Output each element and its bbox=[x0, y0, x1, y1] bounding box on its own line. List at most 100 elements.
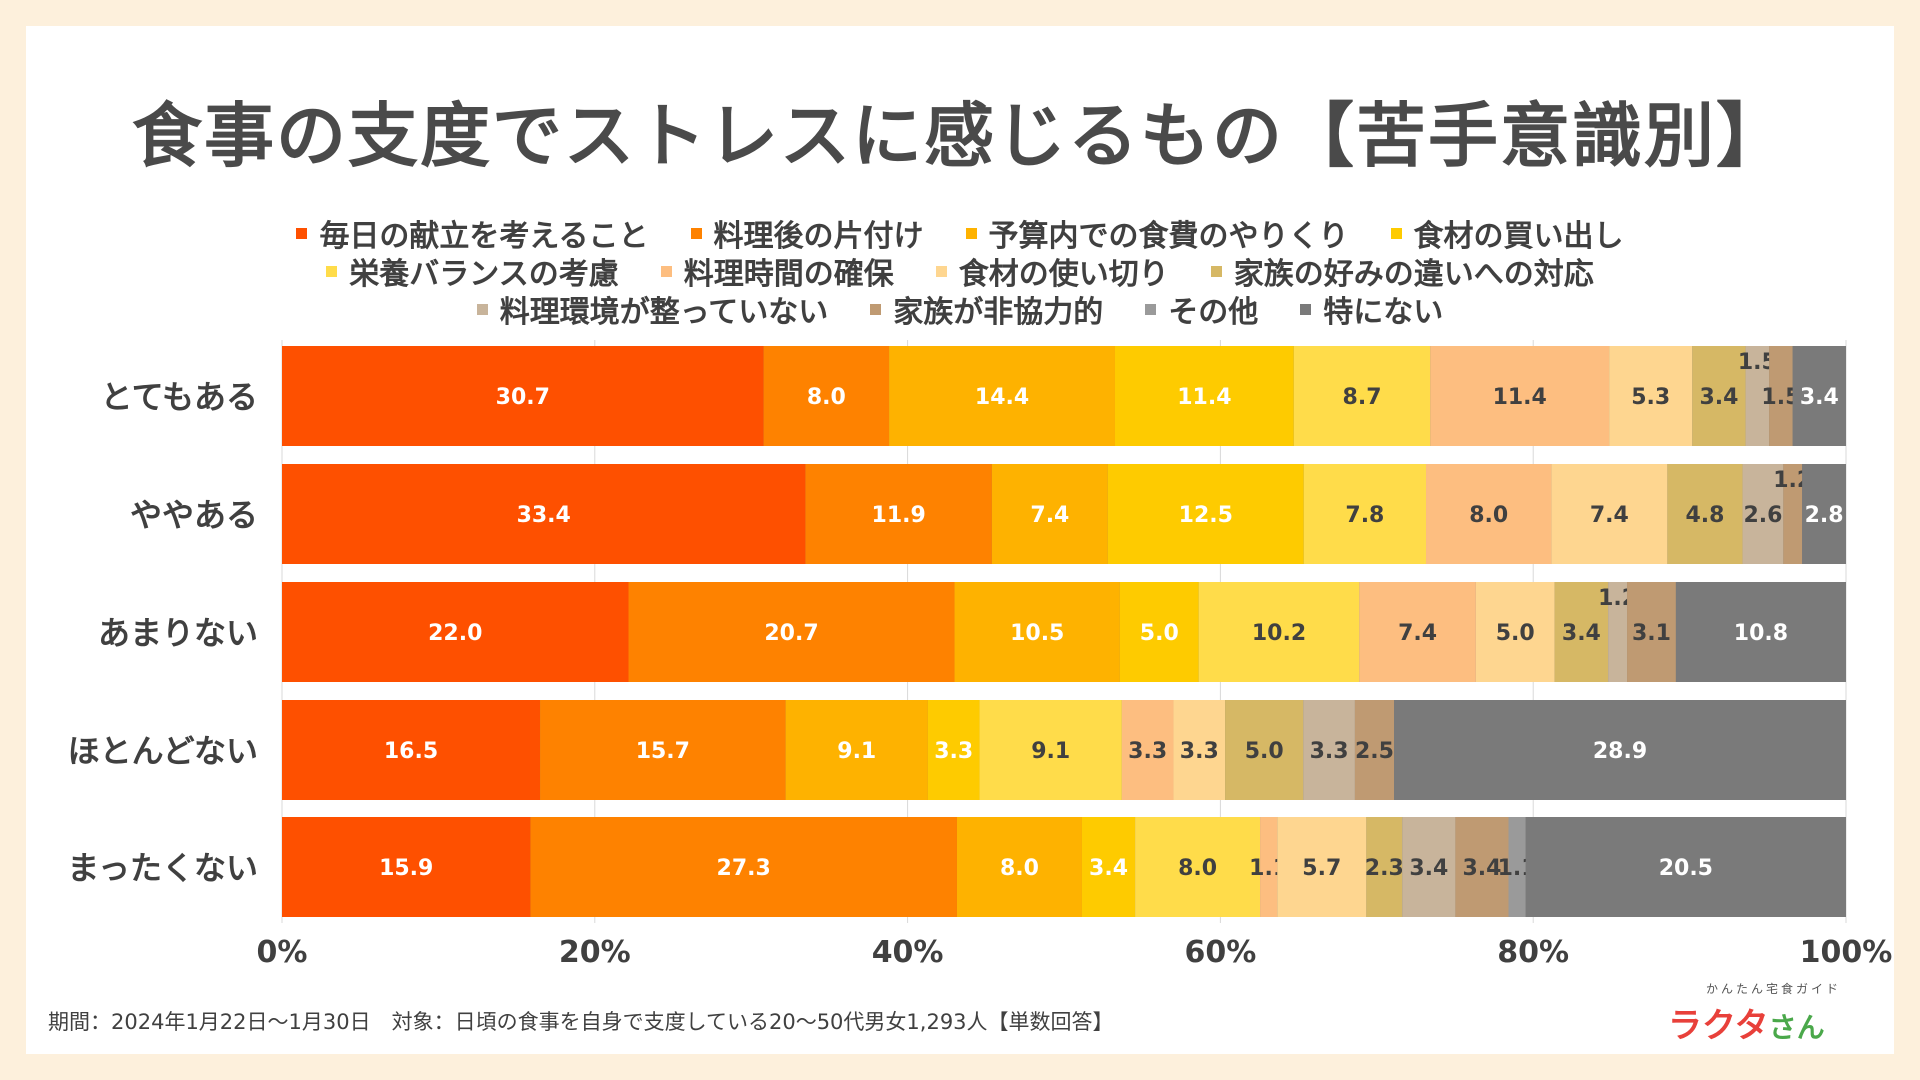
data-label: 8.0 bbox=[1469, 503, 1508, 528]
bar-segment bbox=[1402, 817, 1456, 917]
x-tick-label: 100% bbox=[1800, 935, 1893, 970]
legend-swatch bbox=[1300, 303, 1312, 315]
legend-swatch bbox=[690, 227, 702, 239]
data-label: 10.5 bbox=[1010, 621, 1064, 646]
brand-tagline: かんたん宅食ガイド bbox=[1706, 982, 1842, 996]
legend-swatch bbox=[476, 303, 488, 315]
bar-segment bbox=[1394, 700, 1846, 800]
legend-swatch bbox=[965, 227, 977, 239]
legend-item: 毎日の献立を考えること bbox=[296, 211, 649, 255]
bar-segment bbox=[1225, 700, 1304, 800]
category-label: ややある bbox=[130, 496, 258, 534]
bar-segment bbox=[1525, 817, 1846, 917]
bar-segment bbox=[763, 346, 890, 446]
data-label: 5.3 bbox=[1631, 385, 1670, 410]
bar-segment bbox=[530, 817, 957, 917]
data-label: 11.4 bbox=[1493, 385, 1547, 410]
bar-segment bbox=[1135, 817, 1261, 917]
bar-segment bbox=[282, 464, 806, 564]
bar-segment bbox=[1426, 464, 1552, 564]
legend-swatch bbox=[1390, 227, 1402, 239]
x-tick-label: 0% bbox=[257, 935, 308, 970]
data-label: 2.3 bbox=[1365, 856, 1404, 881]
bar-segment bbox=[1802, 464, 1846, 564]
data-label: 3.3 bbox=[934, 739, 973, 764]
category-label: とてもある bbox=[101, 378, 258, 416]
brand-logo-main: ラクタ bbox=[1668, 1006, 1769, 1046]
legend-label: 食材の買い出し bbox=[1413, 219, 1624, 254]
bar-segment bbox=[1260, 817, 1278, 917]
x-tick-label: 80% bbox=[1497, 935, 1569, 970]
legend-swatch bbox=[326, 265, 338, 277]
data-label: 11.4 bbox=[1177, 385, 1231, 410]
data-label: 3.4 bbox=[1089, 856, 1128, 881]
bar-segment bbox=[1303, 464, 1427, 564]
bar-segment bbox=[1792, 346, 1846, 446]
bar-segment bbox=[954, 582, 1120, 682]
legend-item: 家族の好みの違いへの対応 bbox=[1210, 249, 1594, 293]
legend-swatch bbox=[296, 227, 308, 239]
data-label: 3.4 bbox=[1800, 385, 1839, 410]
data-label: 8.0 bbox=[1178, 856, 1217, 881]
data-label: 10.2 bbox=[1252, 621, 1306, 646]
data-label: 14.4 bbox=[975, 385, 1029, 410]
data-label: 7.4 bbox=[1398, 621, 1437, 646]
bar-segment bbox=[1173, 700, 1226, 800]
bar-segment bbox=[991, 464, 1108, 564]
legend-item: 料理環境が整っていない bbox=[476, 287, 829, 331]
data-label: 7.4 bbox=[1590, 503, 1629, 528]
bar-segment bbox=[1198, 582, 1360, 682]
bar-segment bbox=[282, 582, 629, 682]
bar-segment bbox=[1745, 346, 1770, 446]
data-label: 5.0 bbox=[1245, 739, 1284, 764]
bar-segment bbox=[1081, 817, 1136, 917]
legend-label: 毎日の献立を考えること bbox=[319, 219, 649, 254]
data-label: 20.5 bbox=[1659, 856, 1713, 881]
data-label: 3.3 bbox=[1310, 739, 1349, 764]
data-label: 27.3 bbox=[717, 856, 771, 881]
data-label: 3.4 bbox=[1409, 856, 1448, 881]
brand-logo: かんたん宅食ガイド ラクタさん bbox=[1668, 980, 1888, 1046]
brand-logo-text: ラクタさん bbox=[1668, 998, 1825, 1047]
bar-segment bbox=[1608, 582, 1628, 682]
bar-segment bbox=[1667, 464, 1743, 564]
bar-segment bbox=[1277, 817, 1367, 917]
bar-segment bbox=[1783, 464, 1803, 564]
data-label: 5.0 bbox=[1140, 621, 1179, 646]
bar-segment bbox=[805, 464, 992, 564]
bar-segment bbox=[1551, 464, 1668, 564]
data-label: 9.1 bbox=[837, 739, 876, 764]
legend-row-3: 料理環境が整っていない 家族が非協力的 その他 特にない bbox=[0, 287, 1920, 331]
data-label: 15.7 bbox=[636, 739, 690, 764]
legend-label: 食材の使い切り bbox=[958, 257, 1169, 292]
bar-segment bbox=[1742, 464, 1784, 564]
bar-segment bbox=[282, 346, 764, 446]
legend-label: 料理環境が整っていない bbox=[499, 295, 829, 330]
data-label: 4.8 bbox=[1685, 503, 1724, 528]
bar-segment bbox=[1508, 817, 1526, 917]
legend-item: 家族が非協力的 bbox=[870, 287, 1103, 331]
data-label: 20.7 bbox=[764, 621, 818, 646]
bar-segment bbox=[785, 700, 928, 800]
bar-segment bbox=[1609, 346, 1693, 446]
data-label: 2.8 bbox=[1805, 503, 1844, 528]
bar-segment bbox=[1769, 346, 1793, 446]
bar-segment bbox=[889, 346, 1115, 446]
data-label: 33.4 bbox=[517, 503, 571, 528]
data-label: 3.3 bbox=[1128, 739, 1167, 764]
bar-segment bbox=[979, 700, 1122, 800]
legend-label: その他 bbox=[1168, 295, 1259, 330]
category-label: あまりない bbox=[98, 614, 258, 652]
bar-segment bbox=[1675, 582, 1846, 682]
legend-swatch bbox=[870, 303, 882, 315]
data-label: 3.1 bbox=[1632, 621, 1671, 646]
legend-item: 料理後の片付け bbox=[690, 211, 924, 255]
bar-segment bbox=[1293, 346, 1431, 446]
bar-segment bbox=[1455, 817, 1509, 917]
bar-segment bbox=[1475, 582, 1555, 682]
data-label: 3.3 bbox=[1180, 739, 1219, 764]
chart-title: 食事の支度でストレスに感じるもの【苦手意識別】 bbox=[132, 95, 1788, 177]
data-label: 15.9 bbox=[379, 856, 433, 881]
legend-label: 特にない bbox=[1323, 295, 1444, 330]
